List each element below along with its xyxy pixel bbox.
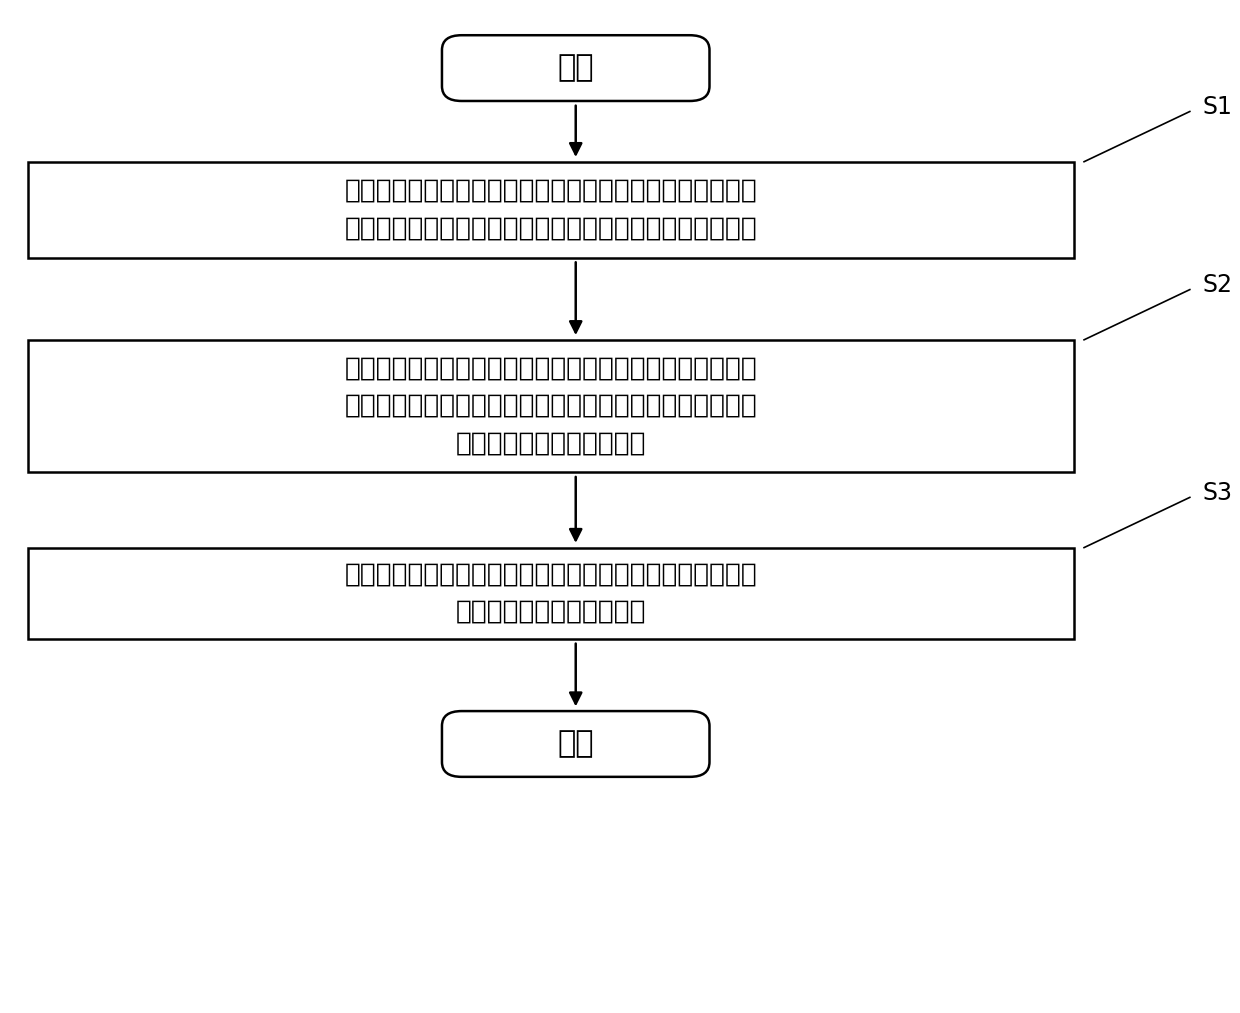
Text: 通过标签接收频控阵射频源发射的射频信号，并通过差分编: 通过标签接收频控阵射频源发射的射频信号，并通过差分编	[345, 356, 758, 381]
FancyBboxPatch shape	[441, 711, 709, 777]
Text: S3: S3	[1202, 481, 1233, 504]
FancyBboxPatch shape	[441, 35, 709, 101]
Text: 结束: 结束	[558, 729, 594, 759]
Text: 信号的初始相位，并通过阵元发射射频信号至标签和阅读器: 信号的初始相位，并通过阵元发射射频信号至标签和阅读器	[345, 216, 758, 242]
Text: 开始: 开始	[558, 54, 594, 83]
Text: 号，实现环境反向散射通信: 号，实现环境反向散射通信	[456, 599, 646, 625]
FancyBboxPatch shape	[29, 162, 1074, 257]
Text: 根据阅读器接收到的信号，通过差分检测方法恢复出标签符: 根据阅读器接收到的信号，通过差分检测方法恢复出标签符	[345, 562, 758, 588]
Text: 码调制方法将标签符号调制到接收到的射频信号中，生成反: 码调制方法将标签符号调制到接收到的射频信号中，生成反	[345, 393, 758, 419]
FancyBboxPatch shape	[29, 548, 1074, 639]
FancyBboxPatch shape	[29, 339, 1074, 472]
Text: 射链路信号并转发至阅读器: 射链路信号并转发至阅读器	[456, 431, 646, 457]
Text: S1: S1	[1202, 95, 1231, 119]
Text: S2: S2	[1202, 274, 1233, 297]
Text: 配置频控阵射频源的阵元参数，进而确定各阵元发射的射频: 配置频控阵射频源的阵元参数，进而确定各阵元发射的射频	[345, 177, 758, 204]
